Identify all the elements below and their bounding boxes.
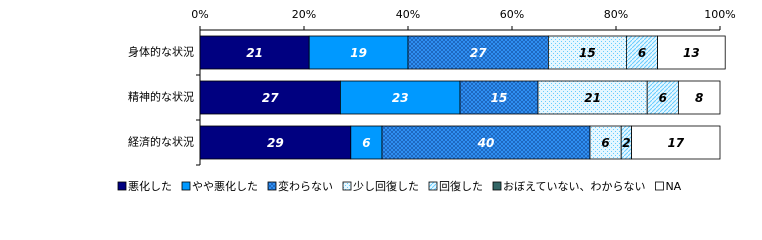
legend-swatch xyxy=(492,181,502,191)
value-label: 21 xyxy=(584,91,601,105)
legend-swatch xyxy=(428,181,438,191)
value-label: 17 xyxy=(667,136,684,150)
y-tick-label: 経済的な状況 xyxy=(128,135,194,149)
value-label: 29 xyxy=(267,136,284,150)
bar-segment xyxy=(381,125,591,160)
x-tick-label: 80% xyxy=(604,8,628,21)
bar-segment xyxy=(631,125,721,160)
value-label: 27 xyxy=(470,46,487,60)
legend-label: 回復した xyxy=(439,180,483,193)
value-label: 6 xyxy=(601,136,609,150)
bar-segment xyxy=(459,80,539,115)
bar-segment xyxy=(589,125,622,160)
bar-segment xyxy=(537,80,648,115)
legend-swatch xyxy=(267,181,277,191)
value-label: 6 xyxy=(659,91,667,105)
bar-segment xyxy=(308,35,409,70)
bar-segment xyxy=(657,35,726,70)
legend-label: 変わらない xyxy=(278,179,333,193)
value-label: 23 xyxy=(392,91,409,105)
legend-swatch xyxy=(655,181,664,191)
legend-label: NA xyxy=(665,180,681,193)
value-label: 15 xyxy=(491,91,508,105)
value-label: 40 xyxy=(477,136,495,150)
bar-segment xyxy=(407,35,549,70)
value-label: 13 xyxy=(683,46,700,60)
y-tick-label: 精神的な状況 xyxy=(128,90,194,104)
value-label: 19 xyxy=(350,46,367,60)
value-label: 15 xyxy=(579,46,596,60)
value-label: 6 xyxy=(638,46,646,60)
value-label: 8 xyxy=(695,91,703,105)
bar-segment xyxy=(646,80,679,115)
value-label: 2 xyxy=(622,136,630,150)
y-tick-label: 身体的な状況 xyxy=(128,45,194,59)
bar-segment xyxy=(350,125,383,160)
value-label: 6 xyxy=(362,136,370,150)
bar-segment xyxy=(199,80,341,115)
chart: 0% 20% 40% 60% 80% 100% 身体的な状況 21 19 27 15 6 13 精神的な状… xyxy=(117,8,736,193)
bar-segment xyxy=(678,80,721,115)
x-tick-label: 60% xyxy=(500,8,524,21)
value-label: 27 xyxy=(262,91,279,105)
bar-segment xyxy=(339,80,461,115)
bar-segment xyxy=(548,35,627,70)
legend-label: おぼえていない、わからない xyxy=(503,180,645,193)
legend-swatch xyxy=(342,181,352,191)
legend-label: 悪化した xyxy=(128,179,172,193)
x-tick-label: 100% xyxy=(704,8,735,21)
legend-label: やや悪化した xyxy=(192,179,258,193)
x-tick-label: 40% xyxy=(396,8,420,21)
x-tick-label: 0% xyxy=(191,8,208,21)
legend-swatch xyxy=(181,181,191,191)
bar-segment xyxy=(626,35,659,70)
legend-label: 少し回復した xyxy=(353,180,419,193)
bar-segment xyxy=(199,125,352,160)
x-tick-label: 20% xyxy=(292,8,316,21)
value-label: 21 xyxy=(246,46,263,60)
legend-swatch xyxy=(117,181,127,191)
